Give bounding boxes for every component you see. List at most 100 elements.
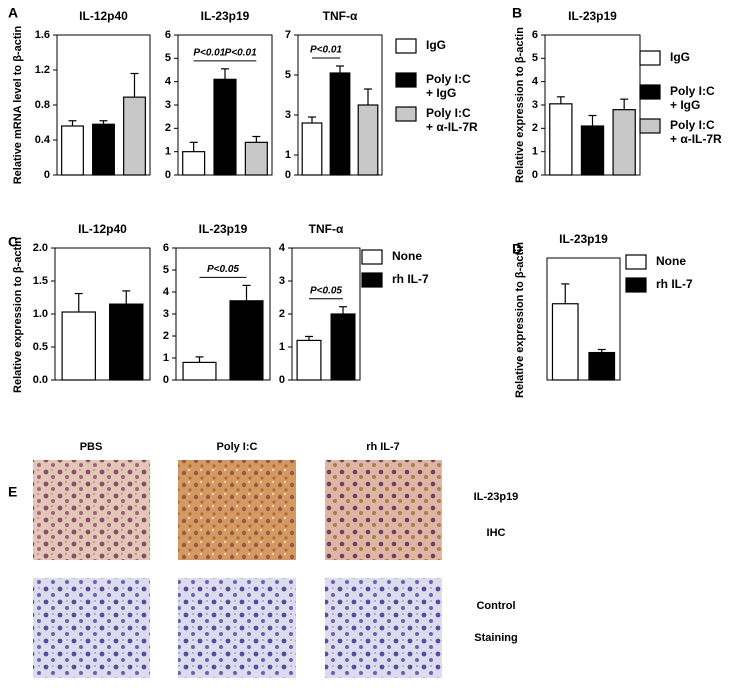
y-tick-label: 1 xyxy=(285,149,291,161)
legend-label: + α-IL-7R xyxy=(426,120,478,134)
significance-label: P<0.01 xyxy=(310,45,342,56)
ihc-image xyxy=(33,578,150,678)
y-tick-label: 1 xyxy=(163,352,169,364)
column-header: Poly I:C xyxy=(217,441,258,453)
row-label: IL-23p19 xyxy=(474,491,519,503)
y-tick-label: 4 xyxy=(165,76,172,88)
significance-label: P<0.01 xyxy=(193,47,225,58)
bar xyxy=(61,125,84,176)
y-axis-label: Relative expression to β-actin xyxy=(514,27,526,183)
error-bar xyxy=(561,283,570,304)
y-tick-label: 4 xyxy=(163,286,170,298)
legend-label: rh IL-7 xyxy=(392,272,429,286)
chart-title: IL-23p19 xyxy=(568,9,617,23)
legend-swatch xyxy=(395,38,417,54)
y-axis-label: Relative expression to β-actin xyxy=(514,242,526,398)
error-bar xyxy=(74,292,83,313)
y-tick-label: 5 xyxy=(285,69,291,81)
y-tick-label: 0 xyxy=(532,169,538,181)
bar xyxy=(612,109,636,176)
column-header: rh IL-7 xyxy=(366,441,400,453)
significance-label: P<0.05 xyxy=(310,285,342,296)
legend-label: IgG xyxy=(670,50,690,64)
y-tick-label: 0 xyxy=(285,169,291,181)
bar xyxy=(588,351,616,381)
bar xyxy=(301,122,323,176)
legend-swatch xyxy=(395,72,417,88)
y-tick-label: 0 xyxy=(163,374,169,386)
y-tick-label: 1.2 xyxy=(35,64,50,76)
error-bar xyxy=(305,335,313,341)
bar xyxy=(330,313,356,381)
panel-letter: A xyxy=(8,5,18,21)
y-tick-label: 1 xyxy=(279,341,285,353)
y-tick-label: 6 xyxy=(532,29,538,41)
bar xyxy=(244,141,268,176)
y-tick-label: 3 xyxy=(285,109,291,121)
y-tick-label: 0 xyxy=(44,169,50,181)
error-bar xyxy=(308,116,316,123)
y-tick-label: 0 xyxy=(165,169,171,181)
y-tick-label: 3 xyxy=(165,99,171,111)
bar xyxy=(549,103,573,176)
y-tick-label: 0 xyxy=(279,374,285,386)
y-tick-label: 1 xyxy=(165,146,171,158)
error-bar xyxy=(588,114,597,126)
panel-letter: B xyxy=(512,5,522,21)
chart-title: TNF-α xyxy=(309,222,344,236)
y-tick-label: 2.0 xyxy=(33,242,48,254)
y-tick-label: 5 xyxy=(532,52,538,64)
error-bar xyxy=(130,72,139,98)
legend-swatch xyxy=(639,50,661,66)
significance-label: P<0.01 xyxy=(225,47,257,58)
bar xyxy=(229,300,264,381)
y-tick-label: 6 xyxy=(165,29,171,41)
legend-swatch xyxy=(625,254,647,270)
legend-label: Poly I:C xyxy=(670,84,715,98)
y-tick-label: 0.5 xyxy=(33,341,48,353)
error-bar xyxy=(597,348,606,353)
legend-label: + IgG xyxy=(426,86,456,100)
chart-title: IL-23p19 xyxy=(201,9,250,23)
y-tick-label: 1.6 xyxy=(35,29,50,41)
y-tick-label: 2 xyxy=(165,122,171,134)
chart-title: TNF-α xyxy=(323,9,358,23)
y-tick-label: 7 xyxy=(285,29,291,41)
error-bar xyxy=(620,98,629,110)
bar xyxy=(329,72,351,176)
y-axis-label: Relative mRNA level to β-actin xyxy=(12,25,24,184)
bar xyxy=(551,303,579,381)
chart-title: IL-23p19 xyxy=(199,222,248,236)
ihc-images xyxy=(33,460,442,678)
error-bar xyxy=(339,306,347,314)
bar xyxy=(580,125,605,176)
error-bar xyxy=(195,356,204,363)
legend-label: + IgG xyxy=(670,98,700,112)
legend-label: None xyxy=(392,249,422,263)
y-tick-label: 0.4 xyxy=(35,134,51,146)
y-tick-label: 6 xyxy=(163,242,169,254)
y-tick-label: 4 xyxy=(532,76,539,88)
legend-label: + α-IL-7R xyxy=(670,132,722,146)
y-axis-label: Relative expression to β-actin xyxy=(12,237,24,393)
error-bar xyxy=(99,120,108,125)
error-bar xyxy=(189,141,198,152)
y-tick-label: 3 xyxy=(532,99,538,111)
chart-title: IL-12p40 xyxy=(79,9,128,23)
bar xyxy=(182,151,206,176)
panel-letter: C xyxy=(8,234,18,250)
y-tick-label: 2 xyxy=(532,122,538,134)
panel-letter: E xyxy=(8,484,17,500)
bar xyxy=(61,311,96,381)
row-label: IHC xyxy=(487,527,506,539)
plot-frame xyxy=(546,257,621,381)
y-tick-label: 3 xyxy=(279,275,285,287)
legend-label: Poly I:C xyxy=(426,106,471,120)
y-tick-label: 3 xyxy=(163,308,169,320)
chart-title: IL-12p40 xyxy=(78,222,127,236)
chart-title: IL-23p19 xyxy=(559,232,608,246)
y-tick-label: 1.5 xyxy=(33,275,48,287)
bar xyxy=(123,96,146,176)
legend-swatch xyxy=(361,249,383,265)
